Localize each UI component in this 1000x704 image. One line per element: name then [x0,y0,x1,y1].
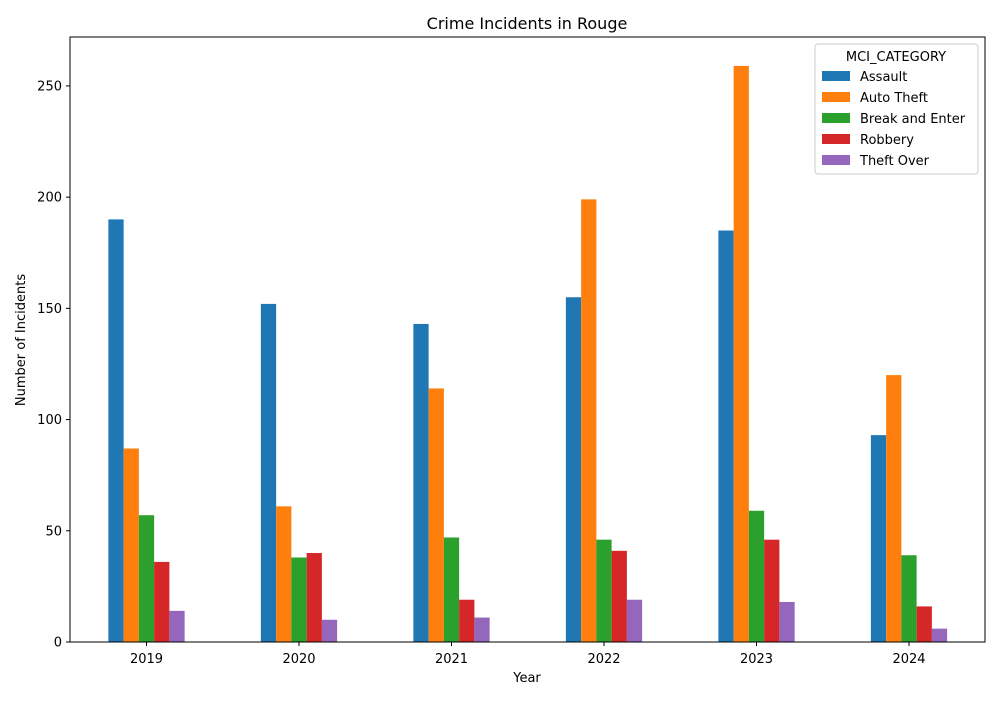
bar-break-and-enter-2020 [291,557,307,642]
legend-label: Theft Over [859,154,930,169]
legend-items: Assault Auto Theft Break and Enter Robbery T… [822,70,966,169]
bar-auto-theft-2023 [733,65,749,643]
bar-assault-2021 [413,323,429,642]
bar-break-and-enter-2019 [138,515,155,642]
bar-assault-2022 [565,297,582,642]
bar-auto-theft-2021 [428,388,444,642]
x-tick-label: 2019 [130,652,163,667]
y-tick-label: 100 [37,413,62,428]
legend-swatch [822,134,850,144]
legend-box [814,43,979,175]
x-tick-label: 2022 [587,652,620,667]
bar-robbery-2024 [916,606,932,642]
bar-assault-2024 [870,435,887,642]
y-axis: 0 50 100 150 200 250 [37,79,70,651]
x-tick-label: 2020 [282,652,315,667]
legend-label: Auto Theft [860,91,928,106]
bar-robbery-2021 [459,599,475,642]
y-tick-label: 0 [54,636,62,651]
legend-title: MCI_CATEGORY [846,50,946,65]
legend-swatch [822,71,850,81]
bar-theft-over-2022 [626,599,643,642]
bar-break-and-enter-2023 [748,510,765,642]
x-tick-label: 2021 [435,652,468,667]
x-tick-label: 2024 [892,652,925,667]
bar-break-and-enter-2021 [443,537,460,642]
bar-robbery-2020 [306,553,322,642]
x-axis-label: Year [512,671,541,686]
legend-label: Robbery [860,133,914,148]
bar-theft-over-2021 [474,617,490,642]
bar-robbery-2023 [764,539,780,642]
bar-break-and-enter-2022 [596,539,612,642]
y-tick-label: 150 [37,302,62,317]
legend: MCI_CATEGORY Assault Auto Theft Break and … [814,43,979,175]
bar-theft-over-2024 [931,628,948,642]
y-tick-label: 200 [37,191,62,206]
legend-label: Break and Enter [860,112,966,127]
bar-theft-over-2020 [321,619,338,642]
legend-swatch [822,155,850,165]
x-axis: 2019 2020 2021 2022 2023 2024 [130,642,926,667]
bar-auto-theft-2022 [581,199,597,642]
y-tick-label: 250 [37,79,62,94]
bar-assault-2020 [260,303,277,642]
chart-title: Crime Incidents in Rouge [427,14,628,33]
bar-assault-2019 [108,219,124,642]
x-tick-label: 2023 [740,652,773,667]
y-tick-label: 50 [45,524,62,539]
bars [108,65,948,643]
bar-robbery-2022 [611,550,627,642]
bar-theft-over-2023 [779,601,795,642]
bar-auto-theft-2020 [276,506,292,642]
bar-break-and-enter-2024 [901,555,917,642]
plot-frame [69,36,986,643]
legend-label: Assault [860,70,907,85]
legend-swatch [822,113,850,123]
bar-assault-2023 [718,230,734,642]
bar-auto-theft-2019 [123,448,139,642]
y-axis-label: Number of Incidents [14,274,29,406]
legend-swatch [822,92,850,102]
bar-auto-theft-2024 [886,375,902,642]
bar-robbery-2019 [154,561,170,642]
bar-theft-over-2019 [169,610,185,642]
